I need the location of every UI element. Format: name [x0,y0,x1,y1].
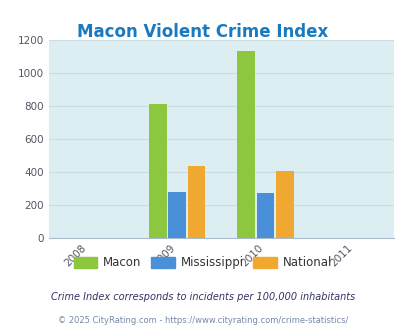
Bar [275,171,293,238]
Bar [237,51,254,238]
Bar [148,104,166,238]
Text: Crime Index corresponds to incidents per 100,000 inhabitants: Crime Index corresponds to incidents per… [51,292,354,302]
Bar [168,192,185,238]
Bar [256,193,274,238]
Legend: Macon, Mississippi, National: Macon, Mississippi, National [69,252,336,274]
Bar [187,166,205,238]
Text: © 2025 CityRating.com - https://www.cityrating.com/crime-statistics/: © 2025 CityRating.com - https://www.city… [58,315,347,325]
Text: Macon Violent Crime Index: Macon Violent Crime Index [77,23,328,41]
